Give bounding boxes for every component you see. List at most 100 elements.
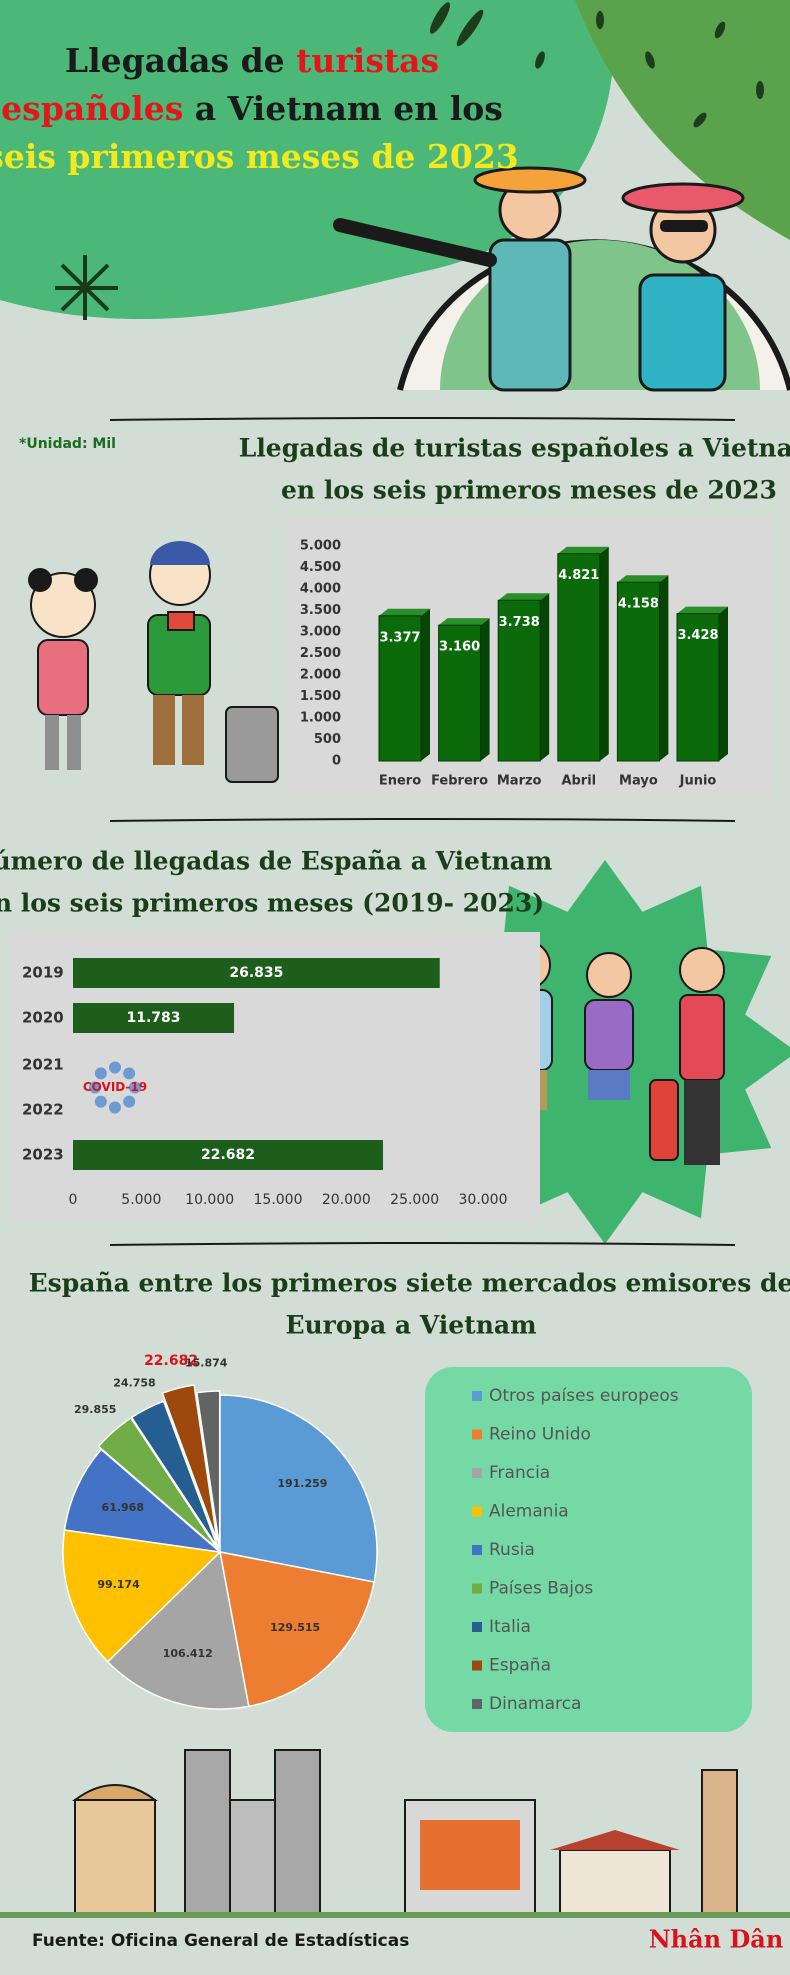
value-label: 129.515: [270, 1621, 320, 1634]
bar-side: [540, 593, 550, 761]
bar: [676, 613, 720, 762]
virus-icon: [94, 1095, 107, 1108]
virus-icon: [129, 1081, 141, 1094]
legend-label: Italia: [489, 1617, 531, 1637]
value-label: 24.758: [113, 1376, 155, 1389]
bar: [497, 599, 541, 762]
value-label: 4.158: [618, 597, 659, 612]
y-tick-label: 2.000: [300, 668, 341, 683]
value-label: 3.160: [439, 640, 480, 655]
kids-illustration: [28, 541, 279, 783]
logo: Nhân Dân: [649, 1925, 784, 1954]
divider: [109, 417, 736, 421]
divider: [109, 1242, 736, 1246]
legend-swatch: [472, 1583, 482, 1594]
source: Fuente: Oficina General de Estadísticas: [32, 1931, 409, 1951]
y-tick-label: 2.500: [300, 646, 341, 661]
chart-title: Número de llegadas de España a Vietnam: [0, 847, 552, 876]
value-label: 26.835: [229, 965, 283, 981]
legend-label: Alemania: [489, 1502, 569, 1522]
x-tick-label: 10.000: [185, 1192, 234, 1208]
bar-top: [438, 618, 490, 626]
title-segment: a Vietnam en los: [183, 89, 503, 128]
legend-label: Otros países europeos: [489, 1386, 679, 1406]
bar: [438, 624, 482, 762]
x-tick-label: Enero: [379, 774, 421, 789]
header-blob: [0, 0, 614, 320]
legend-box: [425, 1367, 752, 1732]
pie-slice: [219, 1394, 378, 1583]
x-tick-label: 15.000: [254, 1192, 303, 1208]
value-label: 61.968: [102, 1501, 144, 1514]
divider: [109, 818, 736, 822]
leaf-marks: [430, 2, 764, 128]
y-tick-label: 4.000: [300, 582, 341, 597]
legend-label: Reino Unido: [489, 1425, 591, 1445]
x-tick-label: Mayo: [619, 774, 658, 789]
y-tick-label: 5.000: [300, 539, 341, 554]
y-tick-label: 1.000: [300, 711, 341, 726]
main-title-line: seis primeros meses de 2023: [0, 137, 519, 176]
bar: [616, 581, 660, 762]
legend-swatch: [472, 1545, 482, 1555]
legend-label: Dinamarca: [489, 1694, 581, 1714]
bar-top: [677, 606, 728, 614]
legend-swatch: [472, 1699, 482, 1709]
bar: [557, 553, 601, 762]
bar-top: [498, 593, 550, 601]
monuments-illustration: [0, 1749, 790, 1918]
bar-side: [421, 608, 430, 761]
unit-note: *Unidad: Mil: [19, 436, 116, 452]
pie-slice: [106, 1550, 250, 1710]
virus-icon: [123, 1067, 136, 1080]
y-tick-label: 2023: [22, 1146, 64, 1164]
legend-swatch: [472, 1391, 482, 1401]
x-tick-label: 25.000: [390, 1192, 439, 1208]
main-title-line: españoles a Vietnam en los: [1, 89, 503, 128]
x-tick-label: Abril: [561, 774, 596, 789]
x-tick-label: Febrero: [431, 774, 488, 789]
value-label: 29.855: [74, 1403, 116, 1416]
annotation: COVID-19: [83, 1080, 147, 1094]
bar-top: [557, 546, 609, 554]
y-tick-label: 2019: [22, 964, 64, 982]
value-label: 99.174: [97, 1578, 140, 1591]
bar-top: [617, 575, 669, 583]
title-segment: Llegadas de: [65, 41, 296, 80]
bar-side: [659, 575, 669, 761]
pie-slice: [62, 1529, 222, 1663]
legend-label: España: [489, 1656, 551, 1676]
y-tick-label: 500: [314, 732, 341, 747]
value-label: 4.821: [558, 568, 599, 583]
x-tick-label: 0: [69, 1192, 78, 1208]
value-label: 3.377: [379, 630, 420, 645]
legend-swatch: [472, 1468, 482, 1478]
value-label: 106.412: [163, 1647, 213, 1660]
pie-slice: [63, 1448, 223, 1554]
y-tick-label: 2021: [22, 1056, 64, 1074]
virus-icon: [89, 1081, 101, 1094]
chart-title: Europa a Vietnam: [285, 1311, 536, 1340]
bar-top: [379, 608, 430, 616]
bar: [73, 1140, 383, 1170]
chart-title: en los seis primeros meses de 2023: [281, 476, 777, 505]
legend-swatch: [472, 1622, 482, 1632]
y-tick-label: 0: [332, 754, 341, 769]
x-tick-label: 30.000: [459, 1192, 508, 1208]
x-tick-label: Junio: [679, 774, 717, 789]
chart-title: en los seis primeros meses (2019- 2023): [0, 889, 544, 918]
value-label: 11.783: [127, 1010, 181, 1026]
main-title-line: Llegadas de turistas: [65, 41, 439, 80]
y-tick-label: 3.500: [300, 603, 341, 618]
x-tick-label: 5.000: [121, 1192, 161, 1208]
legend-swatch: [472, 1506, 482, 1517]
legend-label: Países Bajos: [489, 1579, 593, 1599]
value-label: 3.428: [677, 628, 718, 643]
title-segment: seis primeros meses de 2023: [0, 137, 519, 176]
value-label: 15.874: [185, 1357, 228, 1370]
bar-side: [599, 546, 609, 761]
pie-slice: [161, 1384, 218, 1541]
x-tick-label: Marzo: [497, 774, 542, 789]
legend-swatch: [472, 1660, 482, 1671]
